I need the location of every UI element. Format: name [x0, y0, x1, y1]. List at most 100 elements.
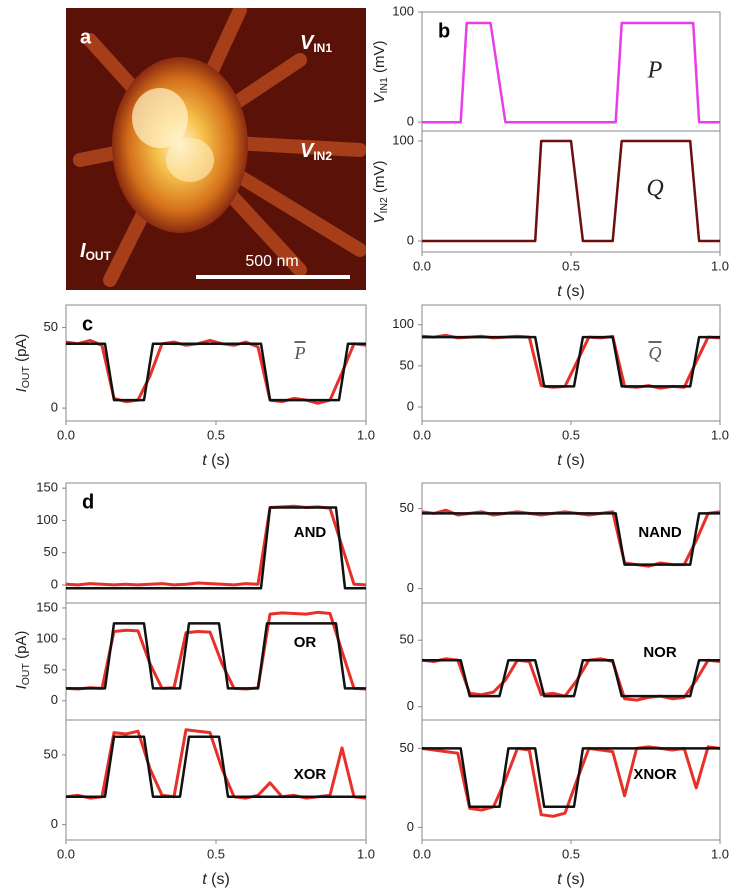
y-tick-label: 0 [407, 819, 414, 834]
signal-line [66, 342, 366, 402]
plot-frame [421, 602, 721, 721]
axis-label-sub: OUT [20, 366, 32, 389]
signal-line [422, 747, 720, 809]
axis-label-unit: (s) [562, 871, 585, 888]
x-tick-label: 0.0 [413, 427, 431, 442]
plot-frame [421, 304, 721, 422]
y-tick-label: 50 [44, 746, 58, 761]
y-tick-label: 0 [51, 692, 58, 707]
input-label: VIN2 [300, 140, 332, 163]
x-tick-label: 0.5 [562, 258, 580, 273]
annotation: OR [294, 634, 317, 651]
axis-label: t (s) [202, 452, 230, 469]
y-tick-label: 50 [400, 632, 414, 647]
axis-label: t (s) [557, 283, 585, 300]
panel-label: d [82, 491, 94, 513]
panel-label: b [438, 20, 450, 42]
measured-line [422, 333, 720, 390]
y-tick-label: 100 [392, 132, 414, 147]
axis-label-unit: (pA) [13, 334, 30, 367]
annotation: Q [649, 343, 662, 363]
y-tick-label: 50 [44, 319, 58, 334]
x-tick-label: 0.0 [413, 258, 431, 273]
signal-line [422, 335, 720, 388]
x-tick-label: 1.0 [711, 258, 729, 273]
x-tick-label: 0.5 [207, 846, 225, 861]
measured-line [422, 657, 720, 702]
x-tick-label: 0.5 [562, 846, 580, 861]
y-tick-label: 0 [51, 400, 58, 415]
axis-label-unit: (s) [207, 871, 230, 888]
axis-label-var: t [557, 452, 562, 469]
signal-line [422, 658, 720, 698]
axis-label-unit: (s) [562, 283, 585, 300]
y-tick-label: 0 [407, 698, 414, 713]
y-tick-label: 0 [407, 114, 414, 129]
measured-line [66, 610, 366, 691]
signal-line [422, 139, 720, 243]
x-tick-label: 0.5 [207, 427, 225, 442]
panel-label: c [82, 313, 93, 335]
y-tick-label: 0 [407, 232, 414, 247]
axis-label-sub: IN1 [378, 77, 390, 94]
axis-label: t (s) [557, 871, 585, 888]
afm-image [66, 8, 366, 290]
y-tick-label: 150 [36, 599, 58, 614]
y-tick-label: 0 [407, 398, 414, 413]
annotation: NAND [638, 524, 681, 541]
y-tick-label: 50 [400, 740, 414, 755]
plot-frame [65, 602, 367, 721]
axis-label: VIN1 (mV) [371, 40, 390, 103]
axis-label-sub: OUT [20, 663, 32, 686]
axis-label-sub: IN2 [378, 197, 390, 214]
input-label: VIN1 [300, 32, 332, 55]
y-tick-label: 0 [407, 580, 414, 595]
signal-line [422, 21, 720, 124]
measured-line [66, 338, 366, 405]
annotation: AND [294, 524, 327, 541]
x-tick-label: 1.0 [711, 427, 729, 442]
axis-label-var: V [371, 92, 388, 104]
output-label: IOUT [80, 240, 112, 263]
axis-label-var: I [13, 685, 30, 689]
axis-label: t (s) [557, 452, 585, 469]
annotation: P [647, 58, 663, 84]
y-tick-label: 0 [51, 576, 58, 591]
x-tick-label: 1.0 [357, 427, 375, 442]
y-tick-label: 150 [36, 480, 58, 495]
axis-label: t (s) [202, 871, 230, 888]
plot-frame [421, 482, 721, 604]
signal-line [66, 622, 366, 690]
axis-label-var: t [557, 871, 562, 888]
signal-line [422, 512, 720, 566]
y-tick-label: 100 [36, 630, 58, 645]
axis-label-var: t [202, 452, 207, 469]
axis-label: VIN2 (mV) [371, 160, 390, 223]
scale-bar-label: 500 nm [245, 253, 298, 270]
axis-label-unit: (mV) [371, 40, 388, 77]
annotation: XNOR [633, 766, 677, 783]
x-tick-label: 0.0 [57, 846, 75, 861]
y-tick-label: 100 [392, 3, 414, 18]
axis-label-unit: (mV) [371, 160, 388, 197]
y-tick-label: 100 [36, 512, 58, 527]
y-tick-label: 100 [392, 316, 414, 331]
y-tick-label: 0 [51, 816, 58, 831]
axis-label-var: V [371, 212, 388, 224]
axis-label-var: t [557, 283, 562, 300]
axis-label: IOUT (pA) [13, 334, 32, 393]
axis-label-var: I [13, 388, 30, 392]
x-tick-label: 0.5 [562, 427, 580, 442]
axis-label-unit: (s) [562, 452, 585, 469]
x-tick-label: 1.0 [711, 846, 729, 861]
panel-label: a [80, 26, 92, 48]
x-tick-label: 0.0 [413, 846, 431, 861]
annotation: XOR [294, 766, 327, 783]
signal-line [66, 506, 366, 590]
axis-label-unit: (pA) [13, 631, 30, 664]
y-tick-label: 50 [400, 500, 414, 515]
annotation: NOR [643, 644, 677, 661]
axis-label-var: t [202, 871, 207, 888]
y-tick-label: 50 [44, 544, 58, 559]
x-tick-label: 1.0 [357, 846, 375, 861]
